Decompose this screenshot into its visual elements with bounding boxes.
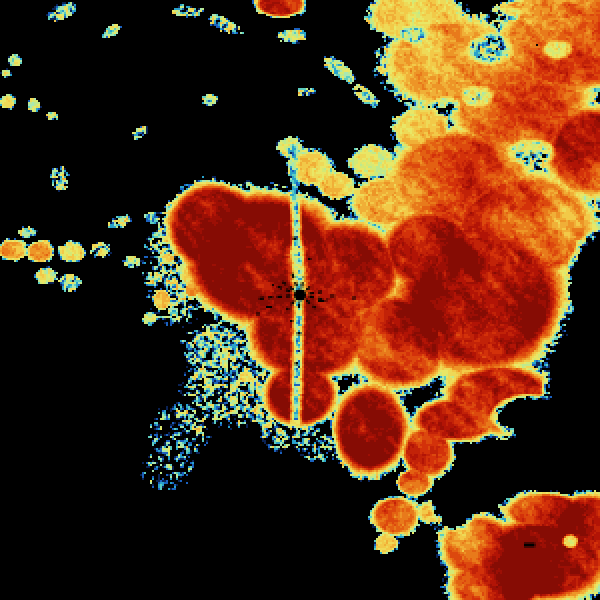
weather-radar-reflectivity-canvas bbox=[0, 0, 600, 600]
radar-display bbox=[0, 0, 600, 600]
